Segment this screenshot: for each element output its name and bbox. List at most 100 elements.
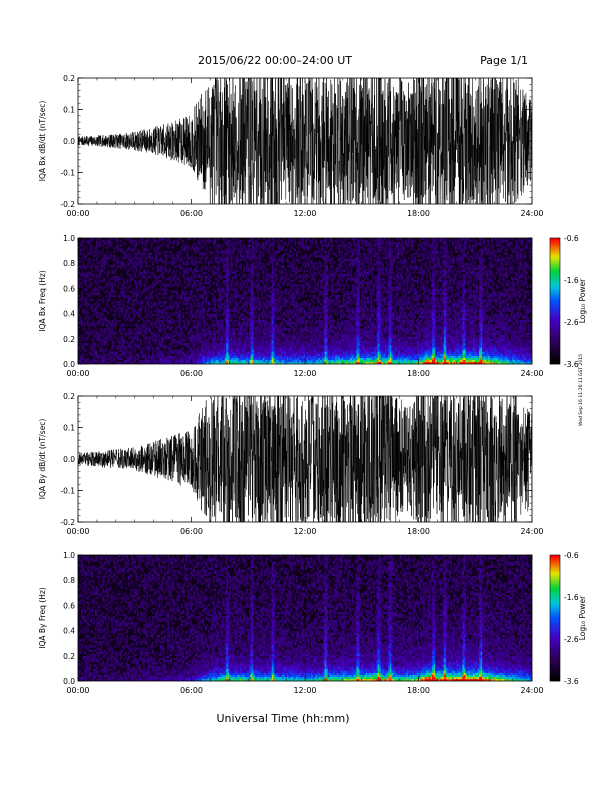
spectrogram-cell bbox=[94, 328, 97, 331]
spectrogram-cell bbox=[143, 261, 145, 264]
spectrogram-cell bbox=[114, 238, 117, 241]
spectrogram-cell bbox=[205, 355, 207, 358]
spectrogram-cell bbox=[159, 269, 162, 272]
spectrogram-cell bbox=[267, 347, 269, 350]
spectrogram-cell bbox=[156, 267, 159, 270]
spectrogram-cell bbox=[273, 305, 276, 308]
spectrogram-cell bbox=[168, 357, 171, 361]
spectrogram-cell bbox=[133, 271, 136, 274]
spectrogram-cell bbox=[143, 359, 145, 363]
spectrogram-cell bbox=[115, 319, 118, 323]
spectrogram-cell bbox=[264, 336, 266, 340]
spectrogram-cell bbox=[288, 315, 291, 319]
spectrogram-cell bbox=[218, 267, 221, 270]
spectrogram-cell bbox=[264, 355, 266, 358]
spectrogram-cell bbox=[286, 334, 289, 337]
spectrogram-cell bbox=[150, 296, 153, 300]
spectrogram-cell bbox=[245, 284, 248, 287]
spectrogram-cell bbox=[99, 280, 101, 283]
spectrogram-cell bbox=[168, 353, 171, 356]
spectrogram-cell bbox=[253, 261, 256, 264]
spectrogram-cell bbox=[286, 265, 289, 268]
spectrogram-cell bbox=[286, 244, 289, 247]
spectrogram-cell bbox=[111, 332, 114, 335]
spectrogram-cell bbox=[214, 271, 217, 274]
spectrogram-cell bbox=[130, 336, 133, 340]
spectrogram-cell bbox=[233, 246, 236, 249]
spectrogram-cell bbox=[226, 290, 229, 293]
spectrogram-cell bbox=[220, 359, 223, 363]
spectrogram-cell bbox=[262, 359, 265, 363]
spectrogram-cell bbox=[140, 338, 142, 342]
spectrogram-cell bbox=[227, 269, 230, 272]
spectrogram-cell bbox=[85, 357, 88, 361]
spectrogram-cell bbox=[99, 336, 101, 340]
spectrogram-cell bbox=[206, 296, 209, 300]
spectrogram-cell bbox=[282, 254, 285, 258]
spectrogram-cell bbox=[268, 355, 271, 358]
spectrogram-cell bbox=[229, 330, 232, 333]
spectrogram-cell bbox=[226, 309, 229, 312]
spectrogram-cell bbox=[173, 319, 176, 323]
spectrogram-cell bbox=[100, 332, 103, 335]
spectrogram-cell bbox=[186, 357, 189, 361]
spectrogram-cell bbox=[279, 271, 282, 274]
spectrogram-cell bbox=[168, 250, 171, 253]
spectrogram-cell bbox=[140, 259, 142, 262]
spectrogram-cell bbox=[171, 334, 174, 337]
spectrogram-cell bbox=[268, 311, 271, 314]
spectrogram-cell bbox=[144, 244, 147, 247]
spectrogram-cell bbox=[245, 256, 248, 260]
spectrogram-cell bbox=[147, 353, 150, 356]
spectrogram-cell bbox=[179, 263, 182, 266]
spectrogram-cell bbox=[137, 256, 139, 260]
spectrogram-cell bbox=[85, 292, 88, 295]
spectrogram-cell bbox=[91, 361, 94, 364]
spectrogram-cell bbox=[255, 267, 257, 270]
spectrogram-cell bbox=[103, 254, 106, 258]
spectrogram-cell bbox=[252, 328, 254, 331]
spectrogram-cell bbox=[258, 355, 260, 358]
spectrogram-cell bbox=[106, 353, 109, 356]
spectrogram-cell bbox=[215, 359, 218, 363]
spectrogram-cell bbox=[173, 313, 176, 316]
spectrogram-cell bbox=[144, 347, 147, 350]
spectrogram-cell bbox=[156, 313, 159, 316]
spectrogram-cell bbox=[230, 334, 233, 337]
spectrogram-cell bbox=[244, 250, 247, 253]
spectrogram-cell bbox=[146, 280, 148, 283]
spectrogram-cell bbox=[215, 248, 218, 251]
spectrogram-cell bbox=[141, 265, 144, 268]
spectrogram-cell bbox=[149, 336, 151, 340]
spectrogram-cell bbox=[233, 282, 236, 285]
spectrogram-cell bbox=[81, 267, 83, 270]
spectrogram-cell bbox=[271, 269, 274, 272]
spectrogram-cell bbox=[235, 273, 238, 277]
spectrogram-cell bbox=[132, 332, 135, 335]
spectrogram-cell bbox=[271, 244, 274, 247]
spectrogram-cell bbox=[245, 347, 248, 350]
spectrogram-cell bbox=[96, 252, 98, 256]
spectrogram-cell bbox=[156, 345, 159, 348]
spectrogram-cell bbox=[105, 259, 108, 262]
spectrogram-cell bbox=[208, 303, 210, 306]
spectrogram-cell bbox=[273, 345, 276, 348]
spectrogram-cell bbox=[174, 294, 177, 298]
spectrogram-cell bbox=[255, 248, 257, 251]
spectrogram-cell bbox=[200, 340, 203, 344]
spectrogram-cell bbox=[158, 347, 161, 350]
spectrogram-cell bbox=[182, 267, 185, 270]
spectrogram-cell bbox=[149, 292, 151, 295]
spectrogram-cell bbox=[100, 271, 103, 274]
spectrogram-cell bbox=[288, 319, 291, 323]
spectrogram-cell bbox=[259, 353, 262, 356]
spectrogram-cell bbox=[235, 359, 238, 363]
spectrogram-cell bbox=[261, 242, 263, 245]
spectrogram-cell bbox=[221, 338, 224, 342]
spectrogram-cell bbox=[232, 313, 235, 316]
spectrogram-cell bbox=[161, 275, 164, 279]
spectrogram-cell bbox=[137, 301, 139, 304]
spectrogram-cell bbox=[252, 313, 254, 316]
spectrogram-cell bbox=[111, 303, 114, 306]
spectrogram-cell bbox=[183, 343, 186, 346]
